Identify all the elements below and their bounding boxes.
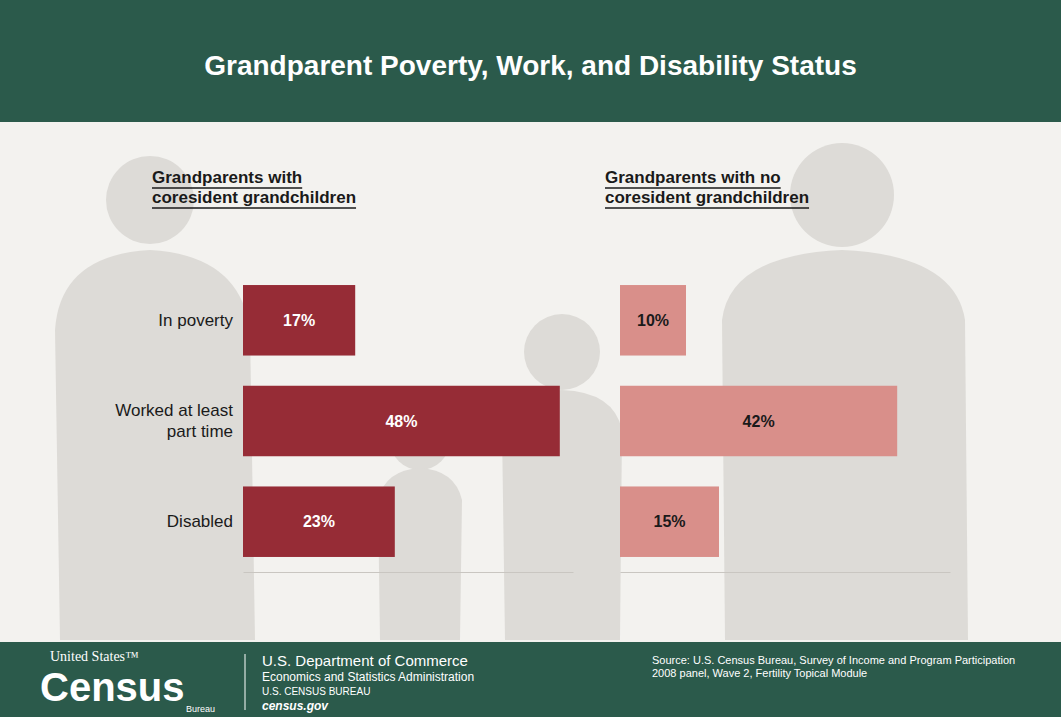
data-label: 42% (743, 413, 775, 430)
agency-text: U.S. Department of Commerce (262, 652, 468, 669)
silhouette-body (55, 250, 255, 640)
tick: Disabled (167, 512, 233, 531)
bars (620, 285, 897, 557)
logo-text: Census (40, 665, 185, 709)
data-label: 10% (637, 312, 669, 329)
x-axis (244, 572, 574, 573)
title-underline (152, 187, 302, 189)
panel-title-line: coresident grandchildren (152, 188, 356, 207)
tick-label-line: part time (167, 422, 233, 441)
panel-title-line: Grandparents with no (605, 168, 781, 187)
agency-text: U.S. CENSUS BUREAU (262, 686, 370, 697)
bars (243, 285, 560, 557)
header-band (0, 0, 1061, 122)
data-label: 15% (653, 513, 685, 530)
x-axis (621, 572, 951, 573)
title: Grandparent Poverty, Work, and Disabilit… (204, 50, 856, 81)
logo-text: United States™ (50, 649, 139, 664)
agency-text: census.gov (262, 699, 329, 713)
silhouettes (55, 143, 968, 640)
tick: Worked at least part time (115, 401, 233, 440)
tick-label-line: Worked at least (115, 401, 233, 420)
panel-title: Grandparents with nocoresident grandchil… (605, 168, 809, 207)
bar (620, 486, 719, 557)
data-label: 48% (385, 413, 417, 430)
panel-title-line: coresident grandchildren (605, 188, 809, 207)
data-label: 17% (283, 312, 315, 329)
bar (620, 285, 686, 356)
source: Source: U.S. Census Bureau, Survey of In… (652, 654, 1015, 679)
logo-text: Bureau (186, 704, 215, 714)
panel-title-line: Grandparents with (152, 168, 302, 187)
source-line: 2008 panel, Wave 2, Fertility Topical Mo… (652, 667, 867, 679)
x-axis-line (621, 572, 951, 573)
data-label: 23% (303, 513, 335, 530)
bar (243, 486, 395, 557)
footer-band (0, 642, 1061, 717)
tick-label: Disabled (167, 512, 233, 531)
x-axis-line (244, 572, 574, 573)
silhouette-head (524, 314, 600, 390)
data-labels: 10% 42% 15% (637, 312, 775, 530)
source-line: Source: U.S. Census Bureau, Survey of In… (652, 654, 1015, 666)
y-axis-line (233, 281, 234, 563)
footer-separator (245, 654, 246, 710)
panel-title: Grandparents withcoresident grandchildre… (152, 168, 356, 207)
chart-root: Grandparent Poverty, Work, and Disabilit… (0, 0, 1061, 717)
title-underline (605, 187, 781, 189)
tick-label: Worked at least part time (115, 401, 233, 440)
bar (620, 386, 897, 457)
tick: In poverty (158, 311, 233, 330)
agency-text: Economics and Statistics Administration (262, 670, 474, 684)
title-underline (605, 207, 809, 209)
bar (243, 386, 560, 457)
title-underline (152, 207, 356, 209)
tick-label: In poverty (158, 311, 233, 330)
background (0, 0, 1061, 717)
bar (243, 285, 355, 356)
data-labels: 17% 48% 23% (283, 312, 417, 530)
y-axis: In poverty Worked at least part time Disabl… (115, 281, 233, 563)
